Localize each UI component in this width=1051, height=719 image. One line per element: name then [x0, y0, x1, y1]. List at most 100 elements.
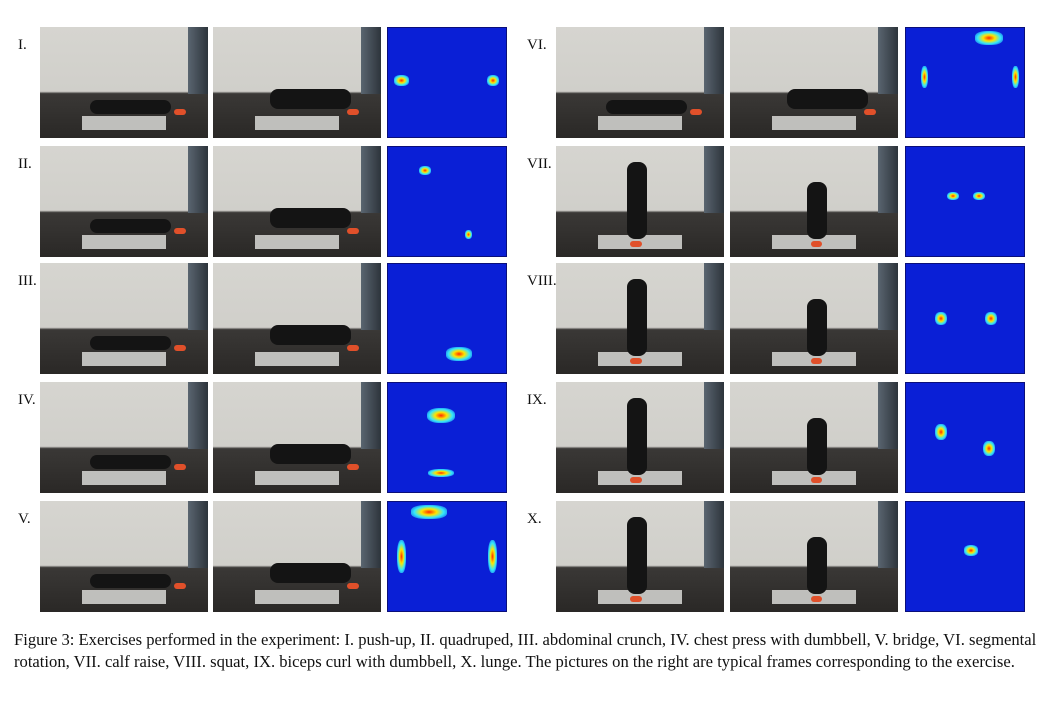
shoe	[347, 464, 360, 470]
exercise-photo-end	[730, 146, 898, 257]
shoe	[174, 109, 187, 115]
exercise-mat	[82, 115, 166, 131]
pressure-heatmap	[905, 501, 1025, 612]
exercise-photo-end	[730, 27, 898, 138]
window-background	[877, 501, 898, 568]
exercise-photo-end	[730, 263, 898, 374]
pressure-heatmap	[905, 382, 1025, 493]
person-silhouette	[626, 516, 647, 595]
shoe	[810, 241, 823, 247]
pressure-hotspot	[411, 505, 447, 519]
exercise-numeral: VI.	[527, 37, 547, 53]
person-silhouette	[270, 89, 351, 110]
exercise-numeral: V.	[18, 511, 31, 527]
exercise-mat	[82, 351, 166, 367]
pressure-hotspot	[935, 311, 947, 326]
exercise-photo-end	[213, 263, 381, 374]
exercise-photo-end	[213, 146, 381, 257]
person-silhouette	[807, 536, 828, 595]
pressure-heatmap	[905, 146, 1025, 257]
window-background	[187, 263, 208, 330]
person-silhouette	[807, 298, 828, 357]
window-background	[360, 27, 381, 94]
exercise-numeral: II.	[18, 156, 32, 172]
exercise-photo-start	[556, 146, 724, 257]
exercise-photo-start	[556, 27, 724, 138]
exercise-photo-end	[730, 501, 898, 612]
exercise-photo-end	[730, 382, 898, 493]
shoe	[629, 241, 642, 247]
person-silhouette	[606, 100, 688, 114]
person-silhouette	[626, 397, 647, 476]
exercise-photo-end	[213, 382, 381, 493]
pressure-hotspot	[486, 74, 499, 86]
window-background	[877, 27, 898, 94]
shoe	[347, 109, 360, 115]
exercise-mat	[598, 115, 682, 131]
shoe	[629, 358, 642, 364]
shoe	[347, 583, 360, 589]
shoe	[174, 345, 187, 351]
person-silhouette	[626, 161, 647, 240]
exercise-mat	[255, 234, 339, 250]
window-background	[703, 27, 724, 94]
pressure-hotspot	[427, 468, 455, 478]
exercise-numeral: III.	[18, 273, 37, 289]
person-silhouette	[90, 219, 172, 233]
pressure-hotspot	[935, 424, 947, 440]
shoe	[174, 583, 187, 589]
window-background	[360, 501, 381, 568]
exercise-numeral: VII.	[527, 156, 552, 172]
person-silhouette	[270, 208, 351, 229]
shoe	[347, 228, 360, 234]
pressure-hotspot	[465, 230, 473, 240]
pressure-heatmap	[387, 382, 507, 493]
pressure-hotspot	[394, 74, 409, 86]
pressure-heatmap	[905, 263, 1025, 374]
exercise-photo-start	[556, 263, 724, 374]
shoe	[629, 596, 642, 602]
pressure-hotspot	[445, 347, 473, 361]
window-background	[360, 263, 381, 330]
exercise-mat	[255, 115, 339, 131]
person-silhouette	[270, 444, 351, 465]
window-background	[360, 146, 381, 213]
pressure-hotspot	[985, 311, 998, 326]
window-background	[187, 382, 208, 449]
window-background	[360, 382, 381, 449]
figure-caption: Figure 3: Exercises performed in the exp…	[14, 630, 1037, 671]
pressure-hotspot	[983, 440, 995, 457]
exercise-photo-start	[40, 382, 208, 493]
pressure-hotspot	[963, 545, 979, 557]
exercise-mat	[255, 351, 339, 367]
shoe	[347, 345, 360, 351]
person-silhouette	[90, 100, 172, 114]
exercise-photo-start	[40, 27, 208, 138]
pressure-heatmap	[387, 501, 507, 612]
pressure-hotspot	[947, 191, 959, 201]
exercise-mat	[82, 234, 166, 250]
pressure-hotspot	[396, 539, 407, 574]
person-silhouette	[270, 325, 351, 346]
window-background	[877, 263, 898, 330]
window-background	[703, 382, 724, 449]
person-silhouette	[807, 181, 828, 240]
shoe	[174, 464, 187, 470]
pressure-hotspot	[920, 65, 928, 89]
person-silhouette	[90, 336, 172, 350]
pressure-heatmap	[905, 27, 1025, 138]
window-background	[703, 146, 724, 213]
window-background	[187, 27, 208, 94]
shoe	[810, 596, 823, 602]
exercise-photo-end	[213, 501, 381, 612]
window-background	[187, 501, 208, 568]
shoe	[629, 477, 642, 483]
exercise-mat	[82, 470, 166, 486]
shoe	[810, 358, 823, 364]
pressure-hotspot	[1011, 65, 1019, 89]
person-silhouette	[90, 574, 172, 588]
person-silhouette	[626, 278, 647, 357]
person-silhouette	[90, 455, 172, 469]
window-background	[877, 382, 898, 449]
exercise-photo-start	[40, 263, 208, 374]
